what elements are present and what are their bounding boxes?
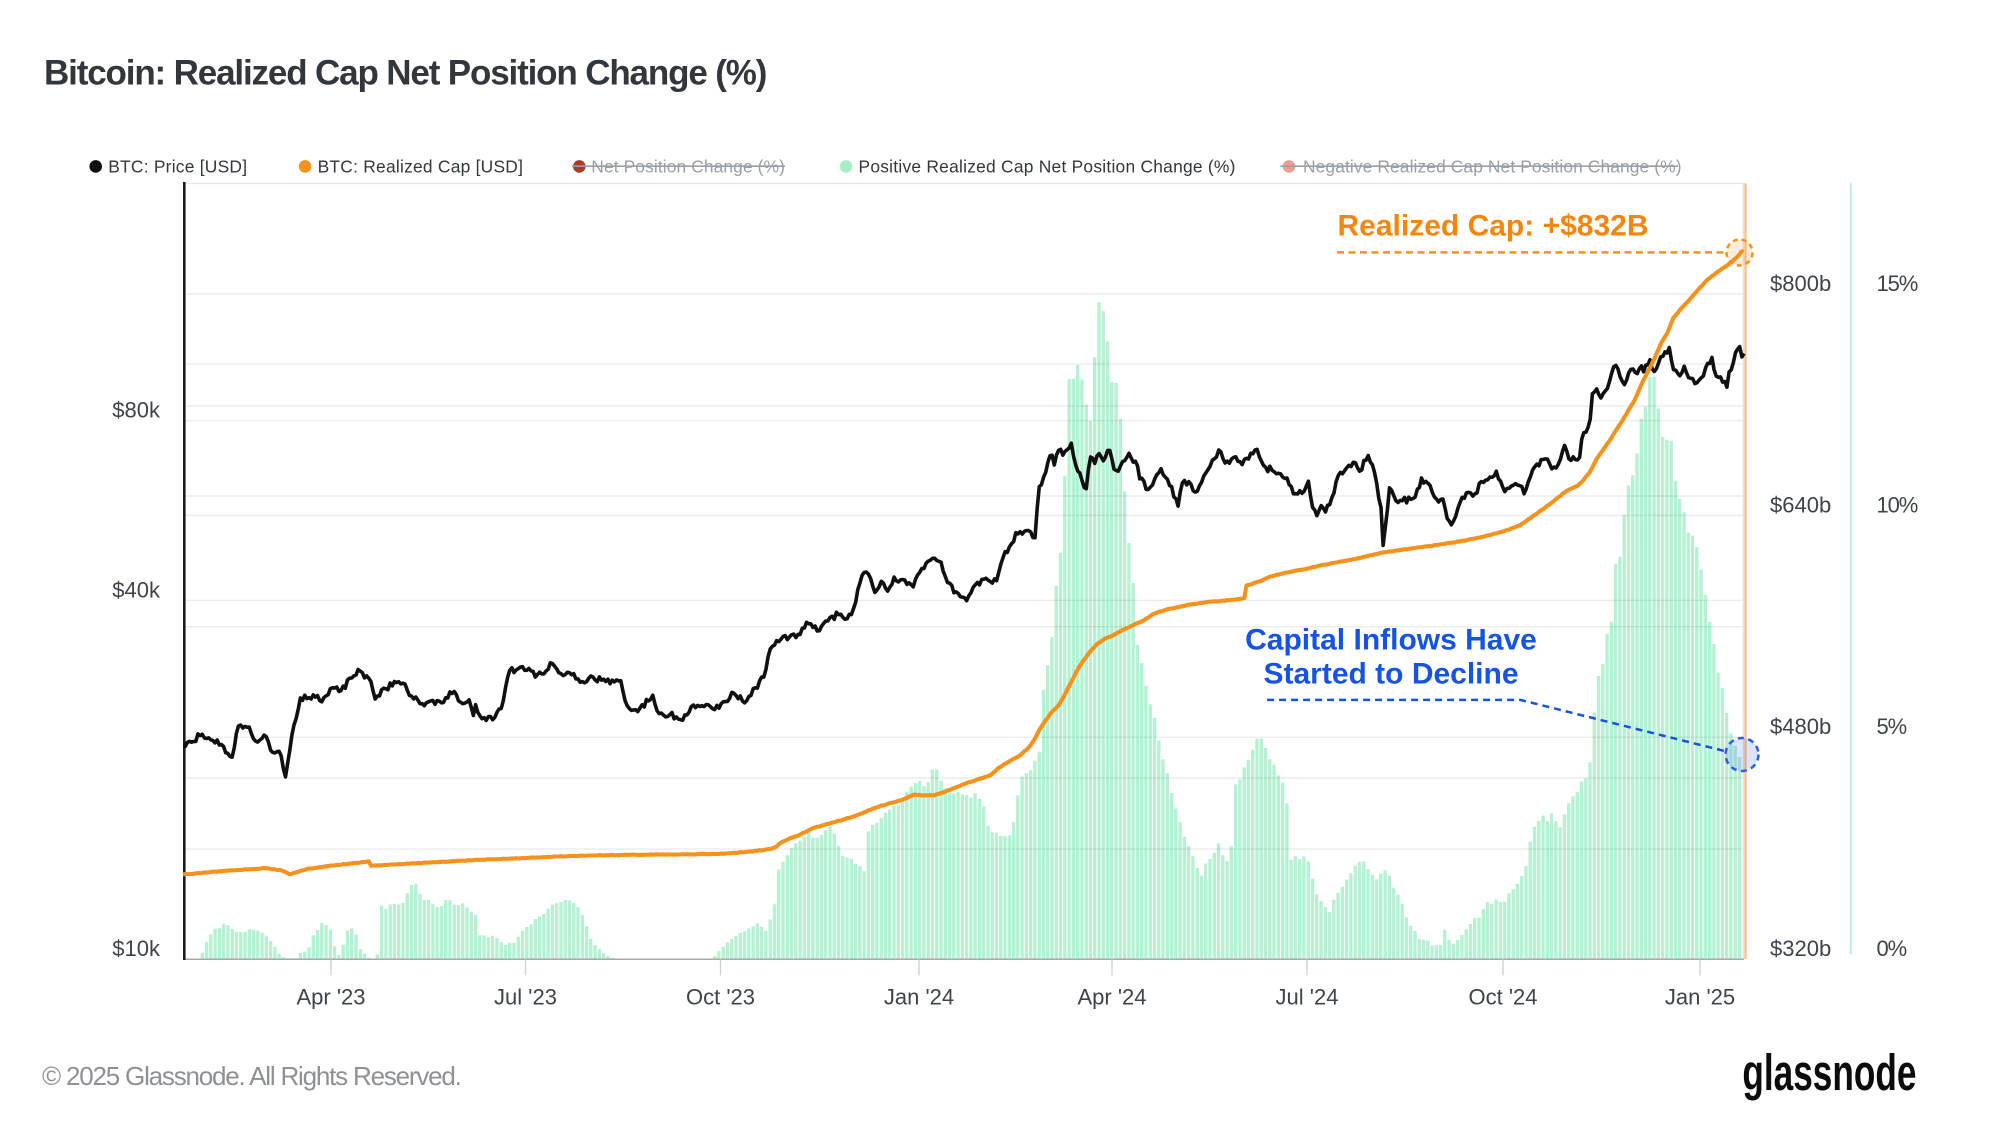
svg-text:Started to Decline: Started to Decline xyxy=(1263,657,1518,690)
svg-text:glassnode: glassnode xyxy=(1742,1045,1916,1102)
svg-text:Capital Inflows Have: Capital Inflows Have xyxy=(1245,624,1537,657)
svg-text:$480b: $480b xyxy=(1770,714,1831,739)
svg-text:$640b: $640b xyxy=(1770,492,1831,517)
svg-text:0%: 0% xyxy=(1877,936,1907,961)
svg-text:Jul '23: Jul '23 xyxy=(494,985,557,1010)
svg-text:$800b: $800b xyxy=(1770,271,1831,296)
svg-text:Positive Realized Cap Net Posi: Positive Realized Cap Net Position Chang… xyxy=(859,156,1236,176)
svg-text:Jul '24: Jul '24 xyxy=(1276,985,1339,1010)
svg-text:Apr '24: Apr '24 xyxy=(1077,985,1146,1010)
svg-text:Bitcoin: Realized Cap Net Posi: Bitcoin: Realized Cap Net Position Chang… xyxy=(44,54,766,93)
svg-text:Jan '25: Jan '25 xyxy=(1665,985,1735,1010)
svg-text:$10k: $10k xyxy=(112,936,161,961)
svg-text:Apr '23: Apr '23 xyxy=(296,985,365,1010)
svg-text:Jan '24: Jan '24 xyxy=(884,985,954,1010)
svg-text:BTC: Price [USD]: BTC: Price [USD] xyxy=(108,156,247,176)
svg-text:$320b: $320b xyxy=(1770,936,1831,961)
svg-text:Oct '23: Oct '23 xyxy=(686,985,755,1010)
svg-text:Oct '24: Oct '24 xyxy=(1468,985,1537,1010)
svg-text:Realized Cap: +$832B: Realized Cap: +$832B xyxy=(1338,210,1649,243)
svg-text:$40k: $40k xyxy=(112,577,161,602)
svg-text:BTC: Realized Cap [USD]: BTC: Realized Cap [USD] xyxy=(318,156,524,176)
svg-text:10%: 10% xyxy=(1877,492,1918,517)
svg-text:15%: 15% xyxy=(1877,271,1918,296)
svg-text:© 2025 Glassnode. All Rights R: © 2025 Glassnode. All Rights Reserved. xyxy=(42,1061,461,1091)
svg-text:$80k: $80k xyxy=(112,398,161,423)
svg-text:5%: 5% xyxy=(1877,714,1907,739)
